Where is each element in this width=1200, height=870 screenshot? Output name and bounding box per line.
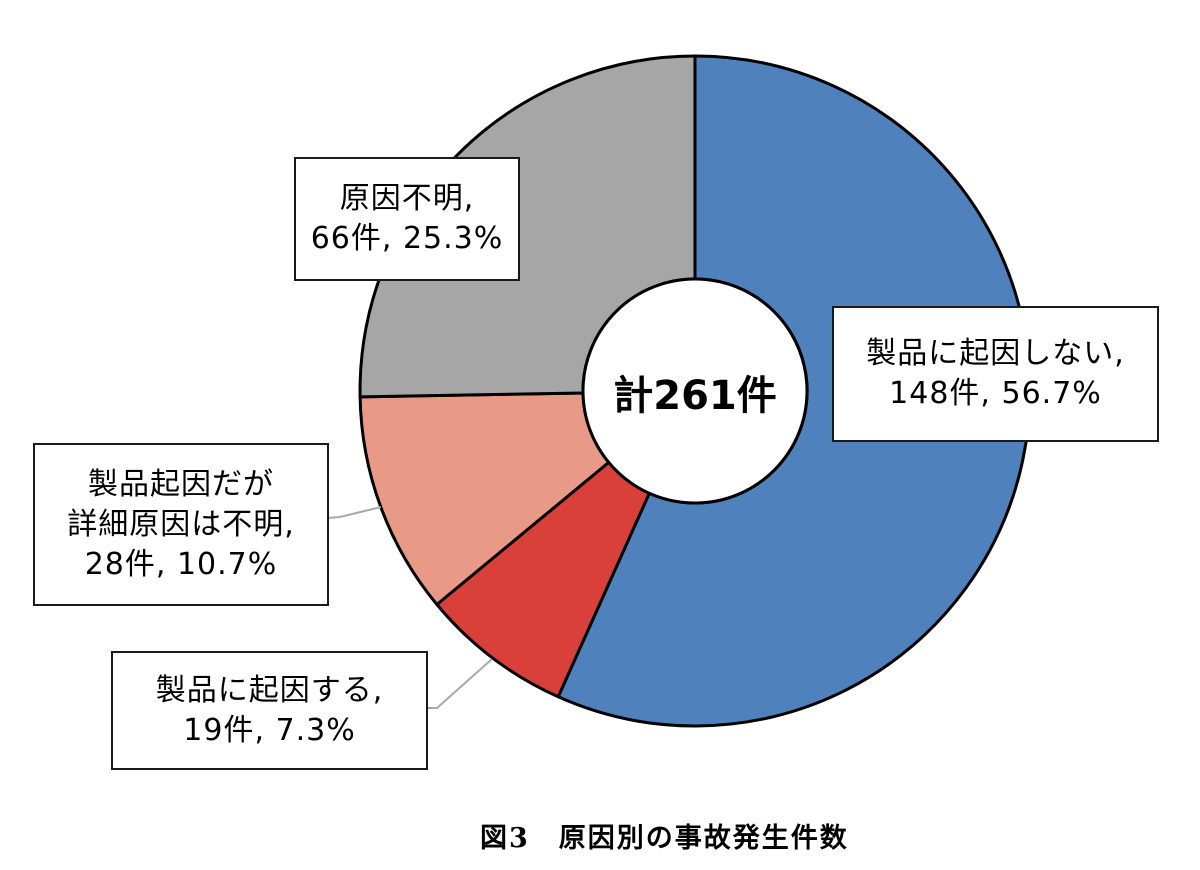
label-product: 製品に起因する, 19件, 7.3% (111, 651, 428, 770)
leader-line-product (427, 658, 493, 709)
label-unknown-value: 66件, 25.3% (310, 221, 504, 256)
label-product-value: 19件, 7.3% (183, 712, 356, 748)
label-not-product-category: 製品に起因しない, (866, 336, 1125, 371)
label-unknown-category: 原因不明, (339, 181, 475, 216)
figure-caption: 図3 原因別の事故発生件数 (480, 823, 849, 854)
label-product-unknown-category-1: 製品起因だが (88, 466, 274, 502)
label-product-unknown-value: 28件, 10.7% (84, 546, 278, 582)
donut-hole (581, 277, 809, 505)
label-not-product-value: 148件, 56.7% (889, 376, 1102, 411)
label-product-category: 製品に起因する, (155, 672, 384, 708)
center-total-label: 計261件 (613, 373, 777, 419)
label-unknown: 原因不明, 66件, 25.3% (294, 157, 520, 281)
label-product-unknown: 製品起因だが 詳細原因は不明, 28件, 10.7% (33, 443, 329, 606)
leader-line-product-unknown (327, 506, 382, 519)
label-product-unknown-category-2: 詳細原因は不明, (67, 506, 295, 542)
label-not-product: 製品に起因しない, 148件, 56.7% (832, 306, 1159, 442)
